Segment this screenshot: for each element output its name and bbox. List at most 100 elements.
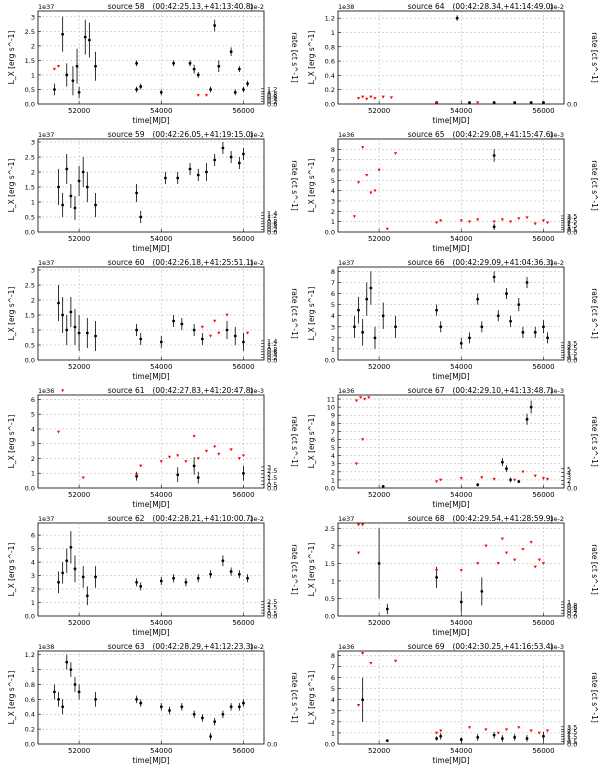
rate-tick-label: 1.2 [267,340,277,348]
y-axis-label-left: L_X [erg s^-1] [307,671,316,725]
x-tick-label: 56000 [232,235,254,243]
y-tick-label: 3 [31,572,35,580]
y-axis-label-right: rate [ct s^-1] [290,32,299,83]
x-axis-label: time[MJD] [432,756,469,765]
left-exponent-label: 1e36 [338,131,354,139]
detection-point [139,337,143,341]
y-axis-label-left: L_X [erg s^-1] [7,287,16,341]
y-tick-label: 0.0 [25,229,35,237]
upper-limit-marker [517,217,521,221]
detection-point [87,38,91,42]
detection-point [237,67,241,71]
upper-limit-marker [204,94,209,97]
y-tick-label: 8 [331,420,335,428]
upper-limit-marker [361,95,365,99]
detection-point [459,341,463,345]
y-tick-label: 4 [331,452,335,460]
y-tick-label: 6 [31,532,35,540]
rate-tick-label: 2 [267,601,271,609]
detection-point [505,467,508,470]
upper-limit-marker [361,146,365,149]
detection-point [57,697,60,701]
y-tick-label: 1 [31,470,35,478]
rate-tick-label: 3 [567,215,571,223]
right-exponent-label: 1e-2 [249,259,264,267]
detection-point [225,328,229,332]
detection-point [69,545,73,549]
detection-point [172,61,176,65]
x-tick-label: 54000 [450,619,472,627]
x-tick-label: 54000 [150,107,172,115]
y-tick-label: 3 [31,267,35,275]
upper-limit-marker [356,551,361,555]
rate-tick-label: 0.0 [567,485,577,493]
upper-limit-marker [459,569,463,572]
y-axis-label-left: L_X [erg s^-1] [7,159,16,213]
y-tick-label: 2 [331,334,335,342]
x-tick-label: 54000 [450,747,472,755]
x-tick-label: 52000 [368,107,390,115]
rate-tick-label: 0.0 [267,229,277,237]
panel-source-name: source 61 [108,386,145,395]
upper-limit-marker [356,523,361,527]
y-axis-label-right: rate [ct s^-1] [290,544,299,595]
y-tick-label: 5 [331,177,335,185]
y-tick-label: 1 [331,345,335,353]
rate-tick-label: 0.8 [567,601,577,609]
detection-point [65,559,69,563]
x-tick-label: 54000 [450,235,472,243]
rate-tick-label: 2 [567,347,571,355]
y-tick-label: 0.0 [325,485,335,493]
detection-point [172,319,176,323]
y-tick-label: 0.0 [325,229,335,237]
upper-limit-marker [496,562,500,565]
upper-limit-marker [361,438,365,442]
rate-tick-label: 1 [267,477,271,485]
y-axis-label-right: rate [ct s^-1] [290,672,299,723]
panel-coordinates: (00:42:27.83,+41:20:47.8) [152,386,253,395]
detection-point [61,705,65,709]
rate-tick-label: 0.2 [267,98,277,106]
y-axis-label-right: rate [ct s^-1] [590,288,599,339]
y-tick-label: 1 [31,199,35,207]
upper-limit-marker [545,729,550,733]
rate-tick-label: 3 [567,726,571,734]
upper-limit-marker [377,168,381,172]
detection-point [500,737,504,740]
detection-point [357,308,360,312]
upper-limit-marker [500,218,504,222]
y-tick-label: 0.6 [325,58,335,66]
y-tick-label: 0.0 [25,101,35,109]
panel-source-name: source 66 [408,258,445,267]
detection-point [439,325,443,329]
y-tick-label: 2 [331,718,335,726]
detection-point [213,720,217,724]
rate-tick-label: 1.4 [267,337,277,345]
rate-tick-label: 2 [567,219,571,227]
y-tick-label: 6 [331,290,335,298]
x-tick-label: 52000 [68,491,90,499]
detection-point [53,690,56,694]
detection-point [73,567,77,571]
right-exponent-label: 1e-2 [249,131,264,139]
detection-point [237,572,241,576]
detection-point [163,176,167,180]
y-tick-label: 5 [331,301,335,309]
detection-point [373,336,377,340]
y-tick-label: 2.5 [25,154,35,162]
upper-limit-marker [213,319,217,323]
upper-limit-marker [504,728,509,732]
y-tick-label: 7 [331,279,335,287]
rate-tick-label: 0.0 [567,357,577,365]
panel-coordinates: (00:42:28.21,+41:10:00.7) [152,514,253,523]
upper-limit-marker [204,449,209,453]
detection-point [69,194,73,198]
rate-tick-label: 3.5 [567,212,577,220]
rate-tick-label: 1 [267,343,271,351]
